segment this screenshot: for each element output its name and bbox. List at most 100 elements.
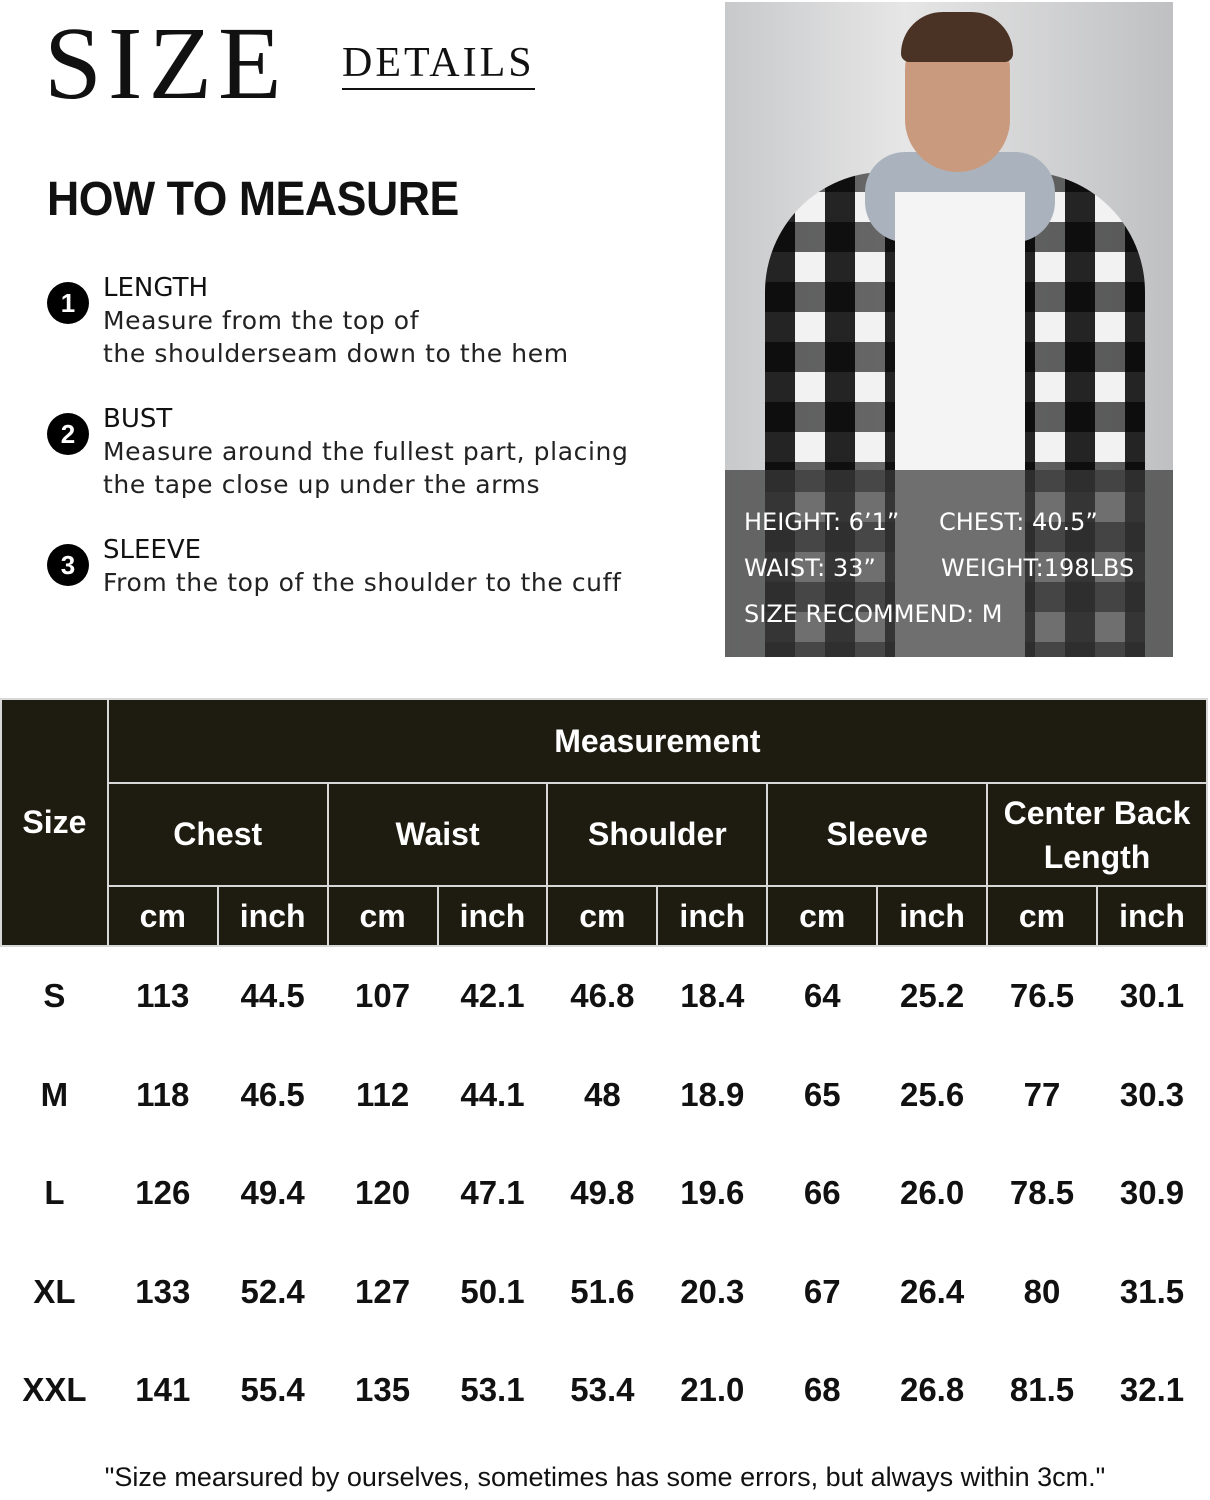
number-3-icon: 3 [47, 544, 89, 586]
value-cell: 26.4 [899, 1272, 965, 1310]
model-height: HEIGHT: 6’1” [744, 508, 900, 536]
value-cell: 20.3 [680, 1272, 745, 1310]
model-photo: HEIGHT: 6’1” CHEST: 40.5” WAIST: 33” WEI… [725, 2, 1173, 657]
group-header: Sleeve [766, 782, 989, 887]
unit-header: cm [986, 885, 1098, 947]
number-2-icon: 2 [47, 413, 89, 455]
value-cell: 48 [584, 1075, 621, 1113]
value-cell: 64 [803, 977, 841, 1015]
value-cell: 32.1 [1119, 1371, 1185, 1409]
value-cell: 81.5 [1009, 1371, 1075, 1409]
step-desc: Measure from the top of [103, 306, 420, 335]
group-header: Chest [106, 782, 329, 887]
value-cell: 18.9 [680, 1075, 745, 1113]
value-cell: 19.6 [680, 1174, 745, 1212]
table-row: S 113 44.5 107 42.1 46.8 18.4 64 25.2 76.5 30.1 [1, 946, 1207, 1046]
step-desc: the tape close up under the arms [103, 470, 541, 499]
value-cell: 126 [135, 1174, 191, 1212]
group-header: Center Back Length [986, 782, 1208, 887]
group-header: Shoulder [546, 782, 769, 887]
step-desc: the shoulderseam down to the hem [103, 339, 569, 368]
step-label: SLEEVE [103, 535, 202, 565]
value-cell: 42.1 [460, 977, 525, 1015]
value-cell: 80 [1023, 1272, 1061, 1310]
how-to-measure-heading: HOW TO MEASURE [47, 173, 459, 226]
size-cell: S [43, 977, 66, 1015]
table-row: XXL 141 55.4 135 53.1 53.4 21.0 68 26.8 81.5 32.1 [1, 1341, 1207, 1440]
value-cell: 51.6 [570, 1272, 635, 1310]
value-cell: 52.4 [240, 1272, 305, 1310]
size-cell: XL [33, 1272, 76, 1310]
size-cell: XXL [22, 1371, 87, 1409]
value-cell: 18.4 [680, 977, 745, 1015]
footnote: "Size mearsured by ourselves, sometimes … [104, 1462, 1106, 1492]
value-cell: 76.5 [1009, 977, 1075, 1015]
title-details: DETAILS [342, 42, 535, 90]
unit-header: inch [216, 885, 329, 947]
model-weight: WEIGHT:198LBS [941, 554, 1135, 582]
value-cell: 77 [1023, 1075, 1061, 1113]
unit-header: inch [436, 885, 549, 947]
value-cell: 50.1 [460, 1272, 525, 1310]
value-cell: 107 [355, 977, 411, 1015]
value-cell: 118 [136, 1075, 190, 1113]
value-cell: 30.3 [1119, 1075, 1185, 1113]
value-cell: 49.8 [570, 1174, 635, 1212]
size-table: Size Measurement Chest Waist Shoulder Sleev… [0, 698, 1209, 1440]
value-cell: 141 [135, 1371, 191, 1409]
value-cell: 78.5 [1009, 1174, 1075, 1212]
value-cell: 26.8 [899, 1371, 965, 1409]
step-desc: From the top of the shoulder to the cuff [103, 568, 622, 597]
size-header: Size [0, 698, 109, 947]
value-cell: 49.4 [240, 1174, 305, 1212]
value-cell: 25.2 [899, 977, 965, 1015]
unit-header: cm [326, 885, 439, 947]
value-cell: 46.5 [240, 1075, 305, 1113]
unit-header: cm [106, 885, 219, 947]
value-cell: 127 [355, 1272, 411, 1310]
value-cell: 21.0 [680, 1371, 745, 1409]
value-cell: 66 [803, 1174, 841, 1212]
value-cell: 53.1 [460, 1371, 525, 1409]
size-cell: L [44, 1174, 65, 1212]
value-cell: 112 [355, 1075, 410, 1113]
value-cell: 31.5 [1119, 1272, 1185, 1310]
step-desc: Measure around the fullest part, placing [103, 437, 629, 466]
value-cell: 55.4 [240, 1371, 305, 1409]
number-1-icon: 1 [47, 282, 89, 324]
value-cell: 46.8 [570, 977, 635, 1015]
step-label: LENGTH [103, 273, 209, 303]
value-cell: 25.6 [899, 1075, 965, 1113]
model-hair [901, 12, 1013, 62]
model-chest: CHEST: 40.5” [939, 508, 1098, 536]
table-row: M 118 46.5 112 44.1 48 18.9 65 25.6 77 30.3 [1, 1046, 1207, 1145]
value-cell: 120 [355, 1174, 411, 1212]
table-row: XL 133 52.4 127 50.1 51.6 20.3 67 26.4 80 31.5 [1, 1243, 1207, 1342]
value-cell: 67 [803, 1272, 841, 1310]
value-cell: 133 [135, 1272, 191, 1310]
value-cell: 113 [136, 977, 190, 1015]
value-cell: 68 [803, 1371, 841, 1409]
unit-header: cm [546, 885, 659, 947]
step-label: BUST [103, 404, 173, 434]
unit-header: inch [656, 885, 769, 947]
value-cell: 65 [803, 1075, 841, 1113]
model-waist: WAIST: 33” [744, 554, 876, 582]
value-cell: 135 [355, 1371, 411, 1409]
value-cell: 53.4 [570, 1371, 635, 1409]
unit-header: cm [766, 885, 879, 947]
size-cell: M [40, 1075, 69, 1113]
group-header: Waist [326, 782, 549, 887]
model-stats-overlay: HEIGHT: 6’1” CHEST: 40.5” WAIST: 33” WEI… [725, 470, 1173, 657]
value-cell: 44.5 [240, 977, 305, 1015]
value-cell: 30.9 [1119, 1174, 1185, 1212]
value-cell: 30.1 [1119, 977, 1185, 1015]
table-row: L 126 49.4 120 47.1 49.8 19.6 66 26.0 78.5 30.9 [1, 1144, 1207, 1243]
value-cell: 44.1 [460, 1075, 525, 1113]
unit-header: inch [876, 885, 989, 947]
measurement-header: Measurement [106, 698, 1209, 784]
title-size: SIZE [44, 6, 288, 121]
value-cell: 26.0 [899, 1174, 965, 1212]
model-size-recommend: SIZE RECOMMEND: M [744, 600, 1003, 628]
value-cell: 47.1 [460, 1174, 525, 1212]
